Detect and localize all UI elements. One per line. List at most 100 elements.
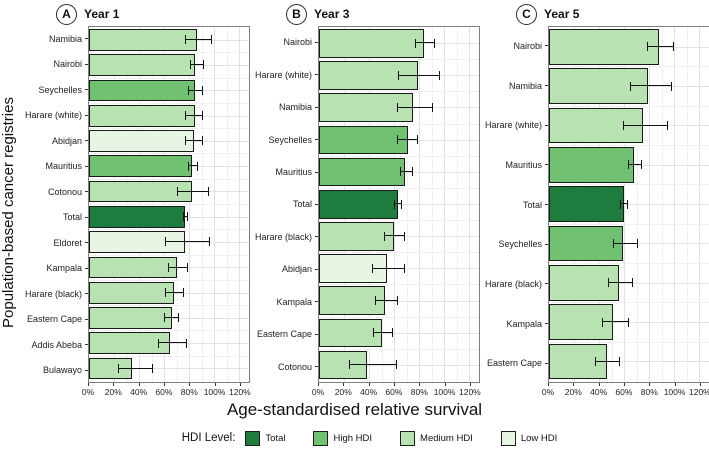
- category-label-harare-black: Harare (black): [480, 264, 548, 304]
- gridline-horizontal: [319, 187, 479, 189]
- category-label-text: Eldoret: [53, 237, 82, 248]
- error-bar-namibia: [185, 35, 212, 45]
- y-tick-mark: [545, 164, 548, 166]
- error-bar-bulawayo: [117, 363, 153, 373]
- panel-body: Nairobi Harare (white) Namibia Seychelles Ma…: [250, 26, 480, 383]
- category-label-text: Total: [292, 199, 312, 210]
- x-tick-label: 80%: [180, 387, 198, 397]
- bar-seychelles: [89, 79, 196, 102]
- y-tick-mark: [85, 267, 88, 269]
- category-label-text: Namibia: [278, 102, 312, 113]
- panel-b: B Year 3 Nairobi Harare (white) Namibia Seych…: [250, 2, 481, 399]
- x-tick-mark: [598, 383, 600, 386]
- gridline-horizontal: [319, 59, 479, 61]
- gridline-horizontal: [89, 52, 249, 54]
- x-tick-mark: [419, 383, 421, 386]
- error-bar-kampala: [601, 317, 629, 327]
- category-label-text: Total: [522, 199, 542, 210]
- category-labels: Namibia Nairobi Seychelles Harare (white) Ab…: [20, 26, 88, 383]
- category-label-text: Seychelles: [38, 84, 82, 95]
- x-axis-ticks: 0% 20% 40% 60% 80% 100% 120%: [542, 383, 709, 399]
- gridline-horizontal: [549, 243, 709, 245]
- category-label-namibia: Namibia: [480, 66, 548, 106]
- category-label-abidjan: Abidjan: [250, 253, 318, 285]
- legend-item-medium: Medium HDI: [400, 430, 473, 446]
- x-axis-ticks: 0% 20% 40% 60% 80% 100% 120%: [312, 383, 481, 399]
- bar-nairobi: [89, 54, 196, 77]
- error-bar-harare-white: [185, 111, 203, 120]
- x-tick-mark: [444, 383, 446, 386]
- y-tick-mark: [85, 293, 88, 295]
- x-tick-mark: [368, 383, 370, 386]
- panel-letter-badge: B: [286, 3, 307, 25]
- x-tick-label: 80%: [640, 387, 658, 397]
- x-tick-label: 100%: [433, 387, 456, 397]
- category-label-text: Harare (black): [484, 278, 542, 289]
- x-tick-label: 20%: [104, 387, 122, 397]
- y-tick-mark: [315, 301, 318, 303]
- panel-letter-badge: C: [516, 3, 537, 25]
- y-tick-mark: [85, 344, 88, 346]
- bar-harare-black: [549, 265, 619, 301]
- panel-c: C Year 5 Nairobi Namibia Harare (white) Mauri…: [480, 2, 709, 399]
- x-tick-mark: [573, 383, 575, 386]
- category-label-text: Seychelles: [268, 134, 312, 145]
- error-bar-seychelles: [612, 238, 638, 248]
- error-bar-nairobi: [415, 38, 436, 48]
- gridline-horizontal: [319, 332, 479, 334]
- bar-kampala: [89, 256, 177, 279]
- error-bar-eastern-cape: [595, 356, 621, 366]
- legend-swatch-low: [500, 430, 516, 446]
- gridline-horizontal: [89, 102, 249, 104]
- category-label-total: Total: [480, 185, 548, 225]
- bar-mauritius: [319, 157, 406, 187]
- error-bar-seychelles: [396, 135, 418, 145]
- category-label-eastern-cape: Eastern Cape: [20, 307, 88, 333]
- bar-seychelles: [549, 225, 623, 262]
- category-label-cotonou: Cotonou: [250, 351, 318, 383]
- legend-label-high: High HDI: [333, 432, 373, 444]
- x-tick-label: 0%: [541, 387, 555, 397]
- category-label-text: Nairobi: [283, 37, 312, 48]
- y-tick-mark: [545, 323, 548, 325]
- x-tick-mark: [343, 383, 345, 386]
- y-tick-mark: [545, 85, 548, 86]
- plot-area-b: [318, 26, 480, 383]
- category-label-addis-abeba: Addis Abeba: [20, 332, 88, 358]
- y-tick-mark: [85, 89, 88, 91]
- category-label-text: Namibia: [508, 80, 542, 91]
- gridline-horizontal: [549, 66, 709, 68]
- y-tick-mark: [315, 333, 318, 335]
- y-tick-mark: [85, 191, 88, 193]
- x-tick-label: 0%: [81, 387, 95, 397]
- error-bar-harare-black: [165, 288, 184, 297]
- category-label-text: Total: [62, 212, 82, 223]
- y-tick-mark: [545, 243, 548, 245]
- x-tick-label: 20%: [564, 387, 582, 397]
- gridline-horizontal: [549, 145, 709, 146]
- gridline-horizontal: [319, 204, 479, 205]
- gridline-horizontal: [89, 153, 249, 155]
- legend-swatch-total: [245, 430, 261, 446]
- category-label-text: Mauritius: [45, 161, 82, 172]
- error-bar-namibia: [396, 102, 433, 112]
- x-tick-mark: [623, 383, 625, 386]
- category-label-text: Mauritius: [275, 167, 312, 178]
- gridline-horizontal: [89, 355, 249, 357]
- category-label-mauritius: Mauritius: [20, 154, 88, 180]
- x-tick-label: 120%: [229, 387, 251, 397]
- category-label-eastern-cape: Eastern Cape: [250, 318, 318, 350]
- bar-namibia: [89, 29, 197, 51]
- bar-total: [319, 189, 398, 219]
- category-label-text: Abidjan: [281, 264, 312, 275]
- y-tick-mark: [85, 165, 88, 167]
- category-label-kampala: Kampala: [20, 256, 88, 282]
- error-bar-eastern-cape: [372, 328, 393, 338]
- x-tick-mark: [649, 383, 651, 386]
- gridline-horizontal: [549, 223, 709, 225]
- y-tick-mark: [85, 63, 88, 65]
- category-label-harare-white: Harare (white): [250, 58, 318, 90]
- y-tick-mark: [85, 242, 88, 244]
- category-label-kampala: Kampala: [480, 304, 548, 344]
